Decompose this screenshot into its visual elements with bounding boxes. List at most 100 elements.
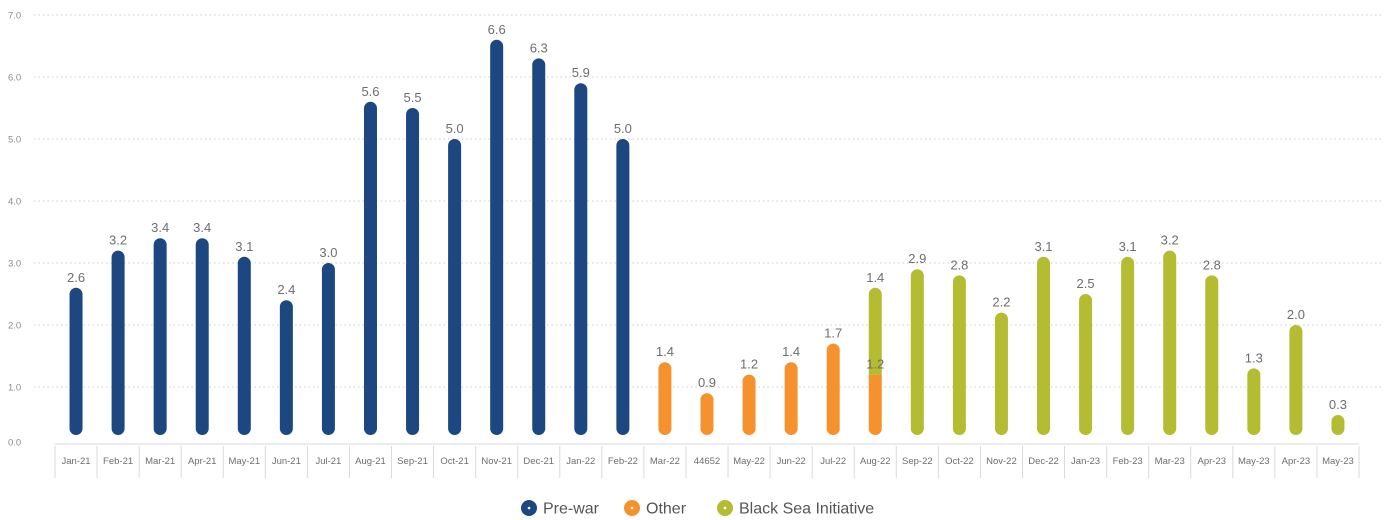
legend-marker-dot bbox=[630, 506, 634, 510]
bar-black-sea-initiative-jan-23-24 bbox=[1079, 294, 1093, 436]
x-tick-label: Mar-22 bbox=[650, 456, 680, 467]
y-tick-label: 0.0 bbox=[8, 438, 21, 449]
x-tick-label: Feb-21 bbox=[103, 456, 133, 467]
bar-pre-war-aug-21-7 bbox=[363, 101, 377, 436]
data-label-other-aug-22-19: 1.2 bbox=[866, 357, 884, 372]
data-label-black-sea-initiative-may-23-30: 0.3 bbox=[1329, 397, 1347, 412]
x-tick-label: Aug-22 bbox=[860, 456, 891, 467]
data-label-pre-war-jan-21-0: 2.6 bbox=[67, 270, 85, 285]
x-tick-label: 44652 bbox=[694, 456, 720, 467]
x-tick-label: Nov-22 bbox=[986, 456, 1017, 467]
data-label-pre-war-oct-21-9: 5.0 bbox=[446, 121, 464, 136]
x-tick-label: Nov-21 bbox=[481, 456, 512, 467]
data-label-pre-war-nov-21-10: 6.6 bbox=[488, 22, 506, 37]
y-tick-label: 6.0 bbox=[8, 73, 21, 84]
x-tick-label: Oct-21 bbox=[440, 456, 469, 467]
bar-other-jun-22-17 bbox=[784, 362, 798, 436]
x-tick-label: Jul-21 bbox=[315, 456, 341, 467]
legend-marker-dot bbox=[527, 506, 531, 510]
data-label-pre-war-may-21-4: 3.1 bbox=[235, 239, 253, 254]
x-tick-label: Jun-22 bbox=[777, 456, 806, 467]
data-label-black-sea-initiative-aug-22-19: 1.4 bbox=[866, 270, 884, 285]
y-tick-label: 2.0 bbox=[8, 321, 21, 332]
data-labels: 2.6 3.2 3.4 3.4 3.1 2.4 3.0 5.6 5.5 5.0 6.6 6.3 5.9 5… bbox=[67, 22, 1347, 412]
bar-pre-war-jan-22-12 bbox=[574, 83, 588, 436]
legend-label: Other bbox=[646, 501, 687, 518]
data-label-other-mar-22-14: 1.4 bbox=[656, 344, 674, 359]
x-tick-label: Feb-22 bbox=[608, 456, 638, 467]
legend-label: Black Sea Initiative bbox=[739, 501, 874, 518]
x-tick-label: May-22 bbox=[733, 456, 765, 467]
bar-pre-war-mar-21-2 bbox=[153, 238, 167, 436]
bars bbox=[69, 39, 1345, 436]
bar-black-sea-initiative-apr-23-29 bbox=[1289, 325, 1303, 436]
legend: Pre-war Other Black Sea Initiative bbox=[521, 500, 874, 518]
data-label-pre-war-feb-21-1: 3.2 bbox=[109, 233, 127, 248]
bar-black-sea-initiative-may-23-28 bbox=[1247, 368, 1261, 436]
x-tick-label: Oct-22 bbox=[945, 456, 974, 467]
data-label-black-sea-initiative-mar-23-26: 3.2 bbox=[1161, 233, 1179, 248]
x-tick-label: Jun-21 bbox=[272, 456, 301, 467]
x-tick-label: Sep-22 bbox=[902, 456, 933, 467]
bar-pre-war-feb-22-13 bbox=[616, 139, 630, 436]
data-label-black-sea-initiative-dec-22-23: 3.1 bbox=[1034, 239, 1052, 254]
data-label-pre-war-mar-21-2: 3.4 bbox=[151, 220, 169, 235]
legend-item-pre-war: Pre-war bbox=[521, 500, 600, 518]
bar-pre-war-nov-21-10 bbox=[490, 39, 504, 436]
bar-pre-war-jul-21-6 bbox=[321, 263, 335, 436]
x-tick-label: Apr-23 bbox=[1198, 456, 1227, 467]
y-tick-label: 1.0 bbox=[8, 383, 21, 394]
bar-black-sea-initiative-sep-22-20 bbox=[910, 269, 924, 436]
data-label-black-sea-initiative-feb-23-25: 3.1 bbox=[1119, 239, 1137, 254]
y-axis: 0.0 1.0 2.0 3.0 4.0 5.0 6.0 7.0 bbox=[8, 11, 21, 449]
data-label-pre-war-jan-22-12: 5.9 bbox=[572, 65, 590, 80]
data-label-pre-war-apr-21-3: 3.4 bbox=[193, 220, 211, 235]
bar-pre-war-apr-21-3 bbox=[195, 238, 209, 436]
data-label-black-sea-initiative-sep-22-20: 2.9 bbox=[908, 251, 926, 266]
legend-marker-dot bbox=[723, 506, 727, 510]
bar-pre-war-feb-21-1 bbox=[111, 250, 125, 436]
data-label-black-sea-initiative-nov-22-22: 2.2 bbox=[992, 295, 1010, 310]
x-tick-label: Apr-21 bbox=[188, 456, 217, 467]
legend-item-other: Other bbox=[624, 500, 687, 518]
bar-other-44652-15 bbox=[700, 393, 714, 436]
x-tick-label: Dec-21 bbox=[523, 456, 554, 467]
data-label-black-sea-initiative-oct-22-21: 2.8 bbox=[950, 257, 968, 272]
bar-other-mar-22-14 bbox=[658, 362, 672, 436]
bar-other-jul-22-18 bbox=[826, 343, 840, 436]
x-axis: Jan-21 Feb-21 Mar-21 Apr-21 May-21 Jun-21 Jul-… bbox=[54, 446, 1360, 478]
x-tick-label: May-21 bbox=[228, 456, 260, 467]
legend-item-black-sea-initiative: Black Sea Initiative bbox=[717, 500, 874, 518]
x-tick-label: Feb-23 bbox=[1113, 456, 1143, 467]
data-label-other-jul-22-18: 1.7 bbox=[824, 326, 842, 341]
bar-pre-war-jun-21-5 bbox=[279, 300, 293, 436]
data-label-pre-war-sep-21-8: 5.5 bbox=[404, 90, 422, 105]
data-label-black-sea-initiative-apr-23-29: 2.0 bbox=[1287, 307, 1305, 322]
bar-black-sea-initiative-feb-23-25 bbox=[1121, 256, 1135, 436]
bar-black-sea-initiative-mar-23-26 bbox=[1163, 250, 1177, 436]
x-tick-label: Jan-21 bbox=[62, 456, 91, 467]
bar-black-sea-initiative-nov-22-22 bbox=[994, 312, 1008, 436]
bar-other-aug-22-19 bbox=[868, 374, 882, 436]
data-label-other-jun-22-17: 1.4 bbox=[782, 344, 800, 359]
bar-black-sea-initiative-aug-22-19 bbox=[868, 287, 882, 375]
x-tick-label: Sep-21 bbox=[397, 456, 428, 467]
legend-label: Pre-war bbox=[543, 501, 600, 518]
bar-black-sea-initiative-dec-22-23 bbox=[1037, 256, 1051, 436]
bar-black-sea-initiative-oct-22-21 bbox=[952, 275, 966, 436]
bar-black-sea-initiative-apr-23-27 bbox=[1205, 275, 1219, 436]
data-label-black-sea-initiative-may-23-28: 1.3 bbox=[1245, 350, 1263, 365]
y-tick-label: 4.0 bbox=[8, 197, 21, 208]
bar-pre-war-may-21-4 bbox=[237, 256, 251, 436]
data-label-other-may-22-16: 1.2 bbox=[740, 357, 758, 372]
data-label-black-sea-initiative-jan-23-24: 2.5 bbox=[1077, 276, 1095, 291]
data-label-other-44652-15: 0.9 bbox=[698, 375, 716, 390]
data-label-pre-war-dec-21-11: 6.3 bbox=[530, 40, 548, 55]
gridlines bbox=[34, 14, 1384, 445]
data-label-pre-war-jul-21-6: 3.0 bbox=[319, 245, 337, 260]
x-tick-label: Jan-23 bbox=[1071, 456, 1100, 467]
y-tick-label: 5.0 bbox=[8, 135, 21, 146]
x-tick-label: Apr-23 bbox=[1282, 456, 1311, 467]
data-label-pre-war-feb-22-13: 5.0 bbox=[614, 121, 632, 136]
